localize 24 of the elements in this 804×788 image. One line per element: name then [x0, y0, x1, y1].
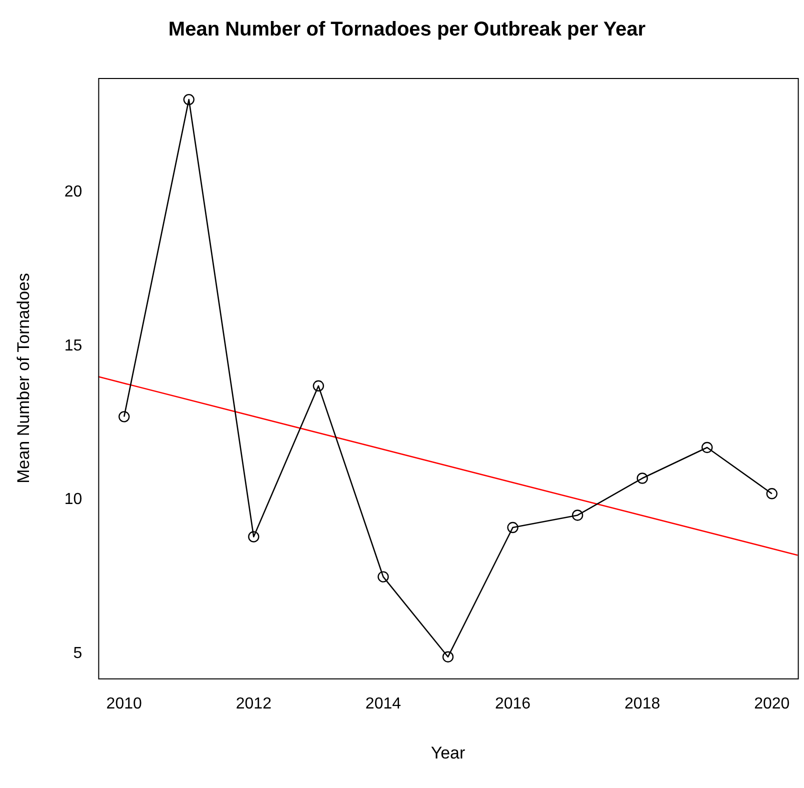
point	[248, 531, 260, 542]
point	[636, 472, 648, 484]
x-tick-label: 2010	[106, 695, 142, 712]
x-tick-label: 2020	[754, 695, 790, 712]
x-axis-title: Year	[430, 743, 466, 762]
y-axis-title: Mean Number of Tornadoes	[14, 272, 33, 484]
point	[572, 510, 584, 521]
y-tick-label: 10	[64, 491, 82, 508]
y-tick-label: 15	[64, 337, 82, 354]
point	[766, 488, 778, 500]
point	[312, 380, 324, 392]
x-tick-label: 2012	[236, 695, 272, 712]
x-tick-label: 2014	[365, 695, 402, 712]
x-tick-label: 2018	[624, 695, 660, 712]
point	[442, 651, 454, 662]
point	[507, 522, 518, 534]
point	[702, 442, 713, 454]
y-tick-label: 20	[64, 183, 82, 200]
y-tick-label: 5	[73, 645, 82, 662]
point	[378, 571, 389, 582]
point	[118, 411, 130, 422]
chart-title: Mean Number of Tornadoes per Outbreak per Year	[168, 18, 646, 41]
point	[183, 94, 194, 106]
x-tick-label: 2016	[494, 695, 531, 712]
